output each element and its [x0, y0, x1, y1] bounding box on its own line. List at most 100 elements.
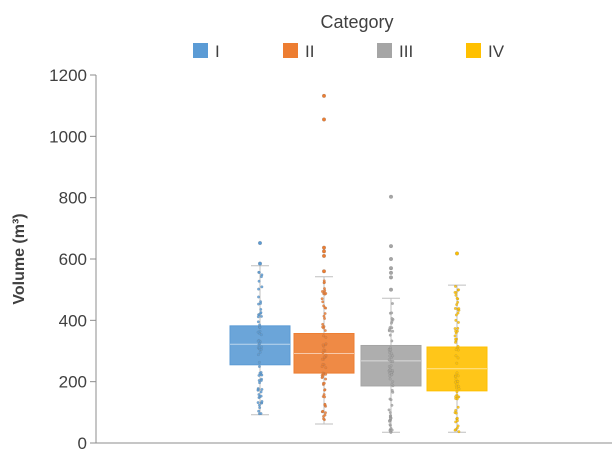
data-point: [324, 342, 328, 346]
data-point: [389, 364, 393, 368]
data-point: [390, 428, 394, 432]
data-point: [457, 307, 461, 311]
data-point: [455, 361, 459, 365]
data-point: [259, 307, 263, 311]
data-point: [457, 288, 461, 292]
data-point: [457, 387, 461, 391]
data-point: [321, 351, 325, 355]
data-point: [453, 327, 457, 331]
data-point: [390, 369, 394, 373]
data-point: [454, 318, 458, 322]
data-point: [324, 291, 328, 295]
data-point: [387, 358, 391, 362]
data-point: [457, 430, 461, 434]
data-point: [322, 287, 326, 291]
data-point: [454, 411, 458, 415]
data-point: [324, 377, 328, 381]
data-point: [389, 348, 393, 352]
data-point: [259, 275, 263, 279]
data-point: [455, 371, 459, 375]
outlier-point: [388, 266, 394, 271]
data-point: [258, 371, 262, 375]
outlier-point: [257, 241, 263, 246]
data-point: [389, 398, 393, 402]
data-point: [259, 347, 263, 351]
data-point: [257, 403, 261, 407]
data-point: [256, 401, 260, 405]
y-tick-label: 0: [78, 434, 87, 452]
data-point: [259, 412, 263, 416]
data-point: [323, 403, 327, 407]
data-point: [321, 325, 325, 329]
data-point: [259, 345, 263, 349]
y-tick-label: 1200: [49, 66, 87, 85]
data-point: [457, 384, 461, 388]
data-point: [456, 326, 460, 330]
data-point: [259, 394, 263, 398]
data-point: [454, 348, 458, 352]
data-point: [454, 329, 458, 333]
outlier-point: [388, 275, 394, 280]
data-point: [390, 382, 394, 386]
legend-swatch-i: [193, 43, 208, 58]
data-point: [456, 300, 460, 304]
data-point: [322, 393, 326, 397]
y-tick-label: 400: [59, 311, 87, 330]
y-tick-label: 200: [59, 373, 87, 392]
legend-label-iv: IV: [488, 42, 505, 61]
plot-area: [229, 93, 488, 434]
data-point: [259, 301, 263, 305]
data-point: [456, 405, 460, 409]
data-point: [259, 390, 263, 394]
data-point: [453, 334, 457, 338]
data-point: [454, 375, 458, 379]
data-point: [322, 314, 326, 318]
outlier-point: [257, 261, 263, 266]
outlier-point: [321, 93, 327, 98]
data-point: [257, 365, 261, 369]
data-point: [323, 413, 327, 417]
data-point: [256, 339, 260, 343]
data-point: [257, 279, 261, 283]
data-point: [322, 417, 326, 421]
data-point: [453, 340, 457, 344]
data-point: [322, 381, 326, 385]
data-point: [324, 335, 328, 339]
y-tick-label: 800: [59, 189, 87, 208]
data-point: [453, 290, 457, 294]
legend: Category I II III IV: [193, 12, 505, 61]
legend-swatch-iii: [377, 43, 392, 58]
data-point: [257, 287, 261, 291]
data-point: [323, 328, 327, 332]
data-point: [454, 313, 458, 317]
data-point: [388, 333, 392, 337]
outlier-point: [454, 251, 460, 256]
data-point: [390, 317, 394, 321]
outlier-point: [388, 194, 394, 199]
data-point: [388, 377, 392, 381]
data-point: [322, 280, 326, 284]
data-point: [453, 428, 457, 432]
data-point: [321, 343, 325, 347]
data-point: [390, 352, 394, 356]
data-point: [324, 366, 328, 370]
data-point: [391, 380, 395, 384]
data-point: [321, 373, 325, 377]
data-point: [258, 342, 262, 346]
y-axis: Volume (m³) 0 200 400 600 800 1000 1200: [11, 66, 612, 452]
legend-title: Category: [320, 12, 393, 32]
data-point: [455, 303, 459, 307]
data-point: [390, 373, 394, 377]
data-point: [322, 334, 326, 338]
data-point: [323, 388, 327, 392]
data-point: [454, 293, 458, 297]
data-point: [389, 430, 393, 434]
data-point: [321, 322, 325, 326]
data-point: [389, 356, 393, 360]
data-point: [388, 411, 392, 415]
data-point: [257, 378, 261, 382]
data-point: [455, 296, 459, 300]
outlier-point: [388, 270, 394, 275]
y-axis-title: Volume (m³): [11, 213, 28, 304]
